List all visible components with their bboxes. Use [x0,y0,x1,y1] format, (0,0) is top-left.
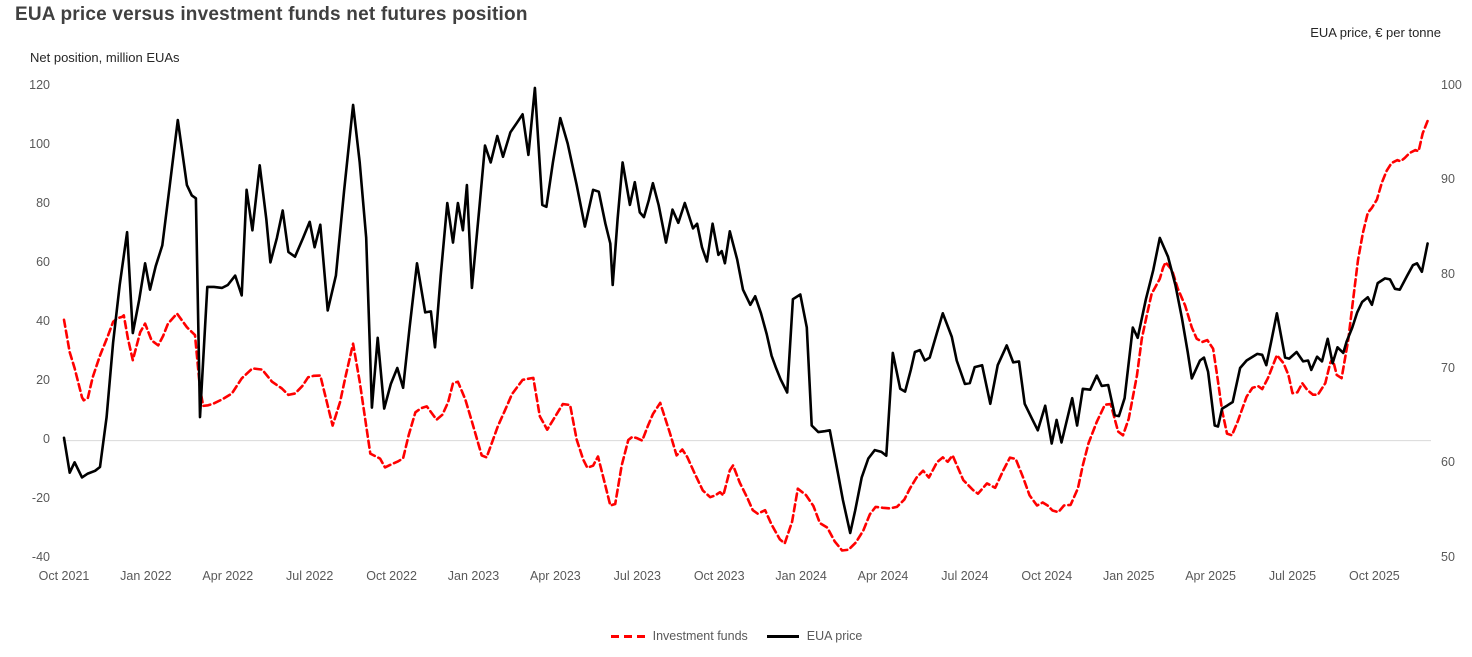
right-axis-tick-label-100: 100 [1441,78,1462,92]
x-axis-tick-label-apr-2024: Apr 2024 [857,569,909,583]
eua-price-line [62,86,1429,535]
legend-label-investment-funds: Investment funds [652,629,748,643]
right-axis-tick-label-80: 80 [1441,266,1455,281]
right-axis-tick-label-90: 90 [1441,172,1455,187]
x-axis-tick-label-oct-2023: Oct 2023 [693,569,745,583]
x-axis-tick-label-jul-2023: Jul 2023 [613,569,661,583]
x-axis-tick-label-jan-2025: Jan 2025 [1102,569,1155,583]
left-axis-tick-label--20: -20 [31,490,50,505]
eua-price-solid-line-icon [766,634,799,638]
legend-item-eua-price: EUA price [766,629,863,643]
legend: Investment funds EUA price [0,629,1472,643]
x-axis-tick-label-jan-2024: Jan 2024 [775,569,827,583]
right-axis-tick-label-50: 50 [1441,549,1455,564]
x-axis-tick-label-oct-2024: Oct 2024 [1021,569,1073,583]
legend-label-eua-price: EUA price [806,629,863,643]
left-axis-tick-label-0: 0 [43,431,50,446]
left-axis-tick-label-80: 80 [36,195,50,210]
x-axis-tick-label-apr-2022: Apr 2022 [202,569,254,583]
x-axis-tick-label-jul-2025: Jul 2025 [1268,569,1317,583]
x-axis-tick-label-apr-2025: Apr 2025 [1185,569,1236,583]
legend-item-investment-funds: Investment funds [610,629,748,643]
left-axis-tick-label--40: -40 [31,549,50,564]
right-axis-tick-label-70: 70 [1441,360,1455,375]
left-axis-tick-label-100: 100 [29,136,50,151]
left-axis-tick-label-20: 20 [36,372,50,387]
investment-funds-line [62,119,1429,552]
right-axis-title: EUA price, € per tonne [1310,25,1441,40]
left-axis-tick-label-40: 40 [36,313,50,328]
x-axis-tick-label-jul-2022: Jul 2022 [286,569,334,583]
x-axis-tick-label-oct-2022: Oct 2022 [366,569,417,583]
right-axis-tick-label-60: 60 [1441,455,1455,470]
investment-funds-dashed-line-icon [610,634,645,638]
x-axis-tick-label-oct-2025: Oct 2025 [1349,569,1400,583]
left-axis-tick-label-60: 60 [36,254,50,269]
x-axis-tick-label-jan-2023: Jan 2023 [447,569,500,583]
x-axis-tick-label-oct-2021: Oct 2021 [38,569,90,583]
x-axis-tick-label-jul-2024: Jul 2024 [941,569,989,583]
chart-title: EUA price versus investment funds net fu… [15,4,528,25]
x-axis-tick-label-apr-2023: Apr 2023 [530,569,581,583]
left-axis-tick-label-120: 120 [29,78,50,92]
left-axis-title: Net position, million EUAs [30,50,180,65]
x-axis-tick-label-jan-2022: Jan 2022 [120,569,172,583]
